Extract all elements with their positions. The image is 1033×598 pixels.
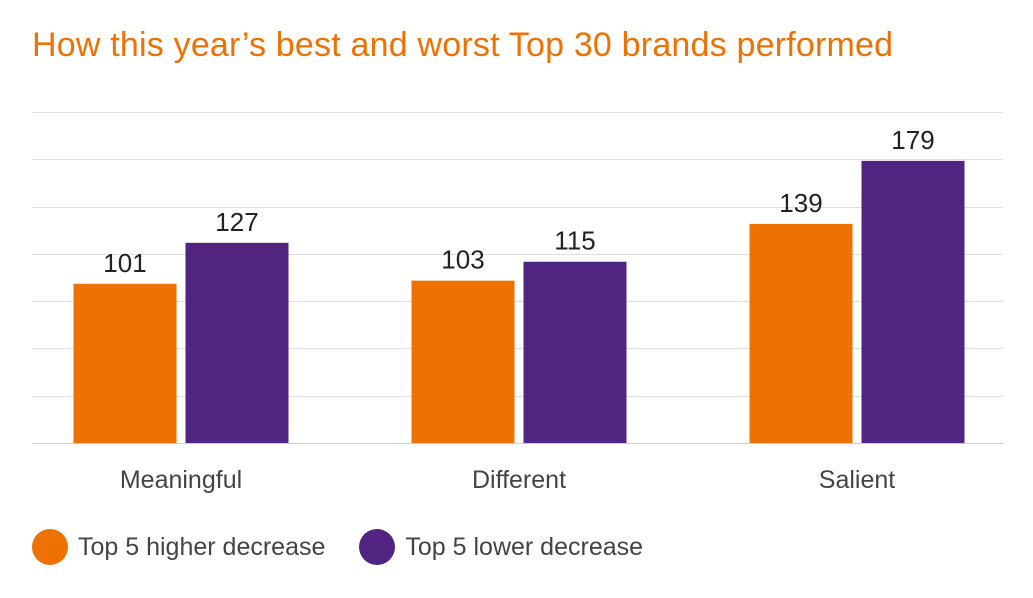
legend-item-higher-decrease: Top 5 higher decrease (32, 529, 325, 565)
bar-meaningful-series-2 (185, 242, 289, 443)
legend-label-higher-decrease: Top 5 higher decrease (78, 532, 326, 561)
legend-label-lower-decrease: Top 5 lower decrease (405, 532, 644, 561)
legend-item-lower-decrease: Top 5 lower decrease (359, 529, 643, 565)
data-label: 115 (554, 226, 595, 256)
data-label: 103 (441, 245, 484, 275)
bar-salient-series-2 (861, 160, 965, 443)
data-label: 127 (215, 207, 258, 237)
x-tick-label: Meaningful (120, 466, 242, 494)
legend-swatch-higher-decrease (32, 529, 68, 565)
legend: Top 5 higher decrease Top 5 lower decrea… (32, 529, 643, 565)
data-label: 101 (103, 248, 146, 278)
bar-different-series-1 (411, 280, 515, 443)
chart-title: How this year’s best and worst Top 30 br… (32, 26, 894, 64)
x-tick-label: Salient (819, 466, 895, 494)
bar-different-series-2 (523, 261, 627, 443)
x-tick-label: Different (472, 466, 566, 494)
bar-salient-series-1 (749, 223, 853, 443)
legend-swatch-lower-decrease (359, 529, 396, 565)
bar-meaningful-series-1 (73, 283, 177, 443)
data-label: 139 (779, 188, 822, 218)
data-label: 179 (891, 125, 934, 155)
